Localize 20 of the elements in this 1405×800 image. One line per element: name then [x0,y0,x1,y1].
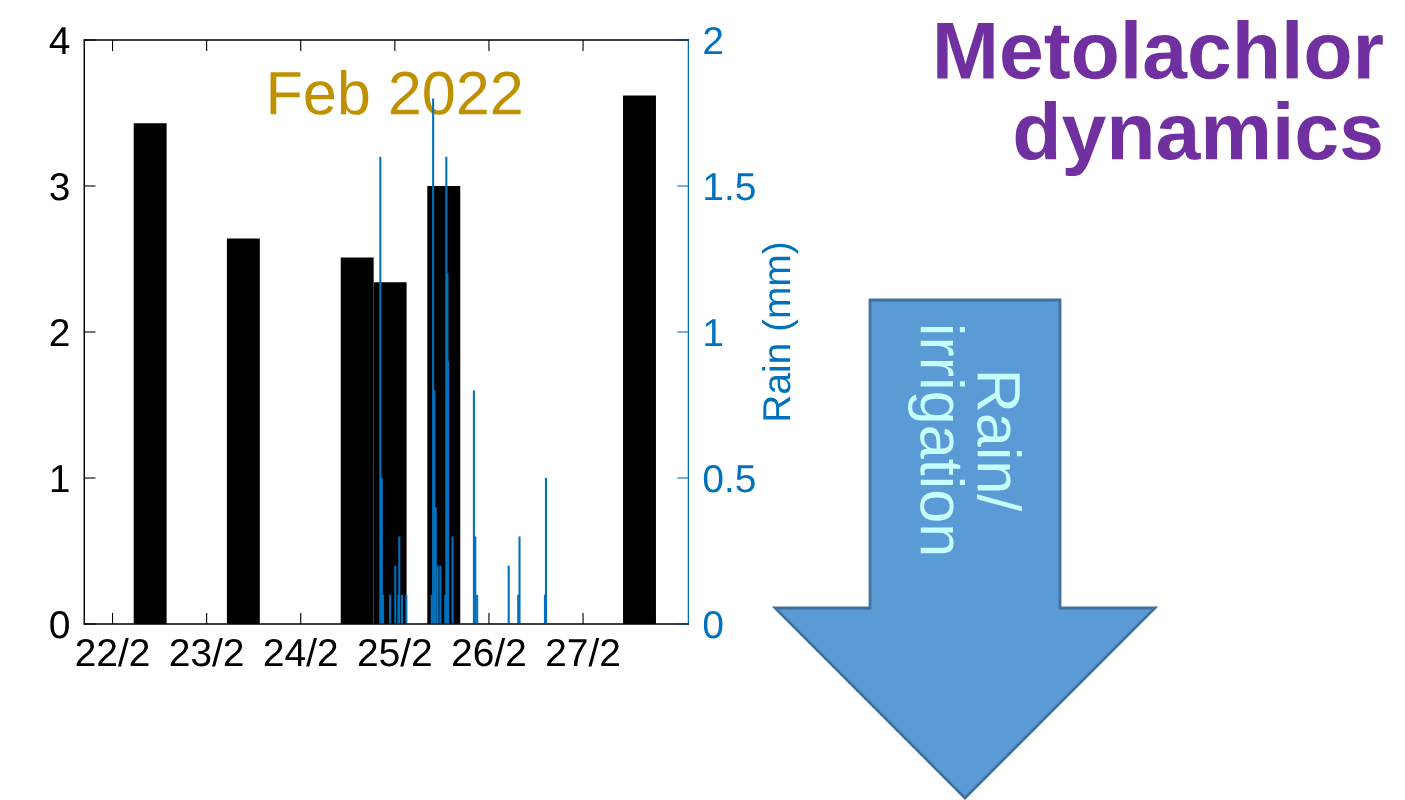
y-tick-label: 4 [49,27,70,55]
y-tick-label: 1 [51,465,69,493]
x-tick-label: 26/2 [453,637,525,667]
text: Metolachlor dynamics [937,20,1383,177]
y2-tick-label: 0.5 [703,464,755,493]
x-tick-label: 23/2 [170,637,243,667]
y2-tick-label: 1 [705,319,723,347]
x-tick-label: 24/2 [264,637,337,667]
y-tick-label: 0 [50,610,69,639]
y2-tick-label: 2 [704,26,723,55]
annotation: Feb 2022 [270,69,521,115]
y2-tick-label: 0 [703,610,723,639]
x-tick-label: 27/2 [547,637,619,667]
y2-axis-title: Rain (mm) [761,243,799,420]
y-tick-label: 3 [50,172,69,201]
y-tick-label: 2 [50,318,69,347]
text: Rain/ irrigation [908,326,1022,554]
x-tick-label: 22/2 [76,637,149,667]
y2-tick-label: 1.5 [705,173,755,201]
x-tick-label: 25/2 [358,637,431,667]
